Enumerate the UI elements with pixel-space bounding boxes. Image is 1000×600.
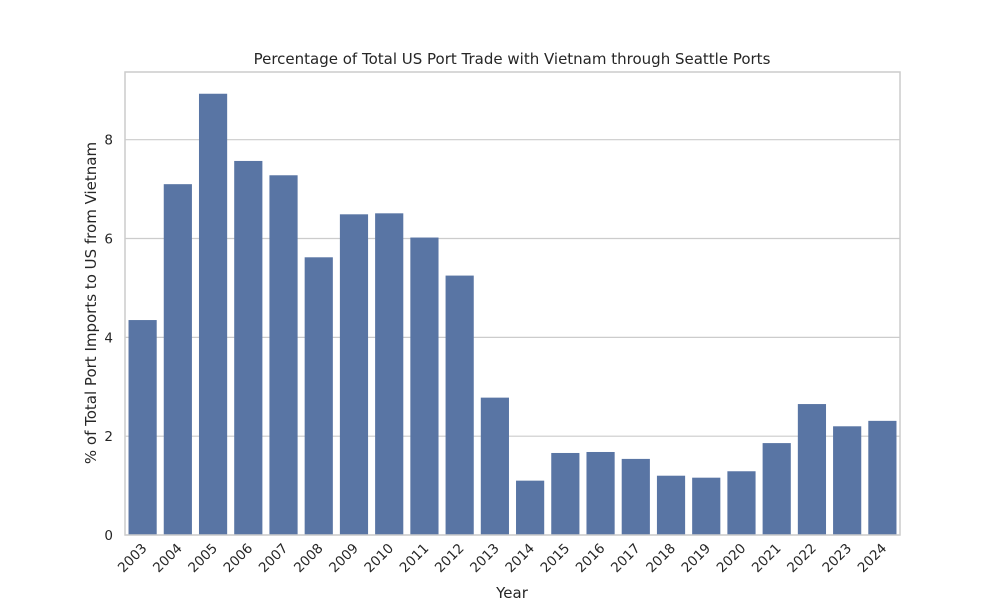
x-tick-label: 2015 bbox=[538, 541, 574, 577]
x-tick-label: 2006 bbox=[221, 541, 257, 577]
x-tick-label: 2009 bbox=[326, 541, 362, 577]
x-tick-label: 2022 bbox=[784, 541, 820, 577]
x-tick-label: 2023 bbox=[819, 541, 855, 577]
x-tick-label: 2024 bbox=[855, 541, 891, 577]
x-tick-label: 2019 bbox=[678, 541, 714, 577]
plot-frame bbox=[124, 71, 901, 536]
bar-2004 bbox=[163, 184, 192, 536]
bar-2012 bbox=[445, 275, 474, 535]
x-tick-label: 2016 bbox=[573, 541, 609, 577]
bar-2013 bbox=[480, 397, 509, 535]
x-tick-label: 2010 bbox=[361, 541, 397, 577]
x-tick-label: 2004 bbox=[150, 541, 186, 577]
x-tick-label: 2005 bbox=[185, 541, 221, 577]
bar-2009 bbox=[339, 214, 369, 535]
y-axis-label: % of Total Port Imports to US from Vietn… bbox=[82, 142, 100, 464]
bar-2022 bbox=[797, 404, 827, 535]
bar-2018 bbox=[656, 475, 686, 535]
x-tick-label: 2007 bbox=[256, 541, 292, 577]
bar-2005 bbox=[198, 93, 228, 535]
bar-2011 bbox=[410, 237, 439, 535]
x-tick-label: 2012 bbox=[432, 541, 468, 577]
bar-2017 bbox=[621, 458, 650, 535]
y-tick-label: 4 bbox=[104, 330, 113, 346]
bar-2014 bbox=[516, 480, 545, 535]
bar-2008 bbox=[304, 257, 333, 535]
y-tick-label: 0 bbox=[104, 528, 113, 544]
x-tick-label: 2011 bbox=[397, 541, 433, 577]
x-tick-label: 2003 bbox=[115, 541, 151, 577]
bars bbox=[128, 93, 897, 536]
chart-title: Percentage of Total US Port Trade with V… bbox=[254, 50, 771, 68]
bar-2023 bbox=[833, 426, 862, 535]
y-tick-label: 8 bbox=[104, 133, 113, 149]
x-tick-label: 2014 bbox=[502, 541, 538, 577]
x-tick-label: 2020 bbox=[714, 541, 750, 577]
bar-2007 bbox=[269, 175, 298, 536]
bar-2006 bbox=[234, 160, 263, 536]
x-tick-label: 2017 bbox=[608, 541, 644, 577]
bar-2010 bbox=[375, 213, 404, 536]
bar-2021 bbox=[762, 443, 791, 535]
x-axis-label: Year bbox=[495, 584, 529, 600]
bar-2024 bbox=[868, 420, 897, 535]
y-tick-label: 2 bbox=[104, 429, 113, 445]
bar-2015 bbox=[551, 452, 580, 535]
bar-2020 bbox=[727, 471, 756, 535]
bar-2003 bbox=[128, 320, 157, 535]
y-tick-label: 6 bbox=[104, 232, 113, 248]
bar-2019 bbox=[692, 477, 721, 535]
x-tick-label: 2008 bbox=[291, 541, 327, 577]
x-tick-label: 2021 bbox=[749, 541, 785, 577]
x-tick-label: 2018 bbox=[643, 541, 679, 577]
x-tick-label: 2013 bbox=[467, 541, 503, 577]
y-tick-labels: 0 2 4 6 8 bbox=[104, 133, 113, 544]
x-tick-labels: 2003 2004 2005 2006 2007 2008 2009 2010 2011 2012… bbox=[115, 541, 890, 577]
bar-2016 bbox=[586, 451, 615, 535]
